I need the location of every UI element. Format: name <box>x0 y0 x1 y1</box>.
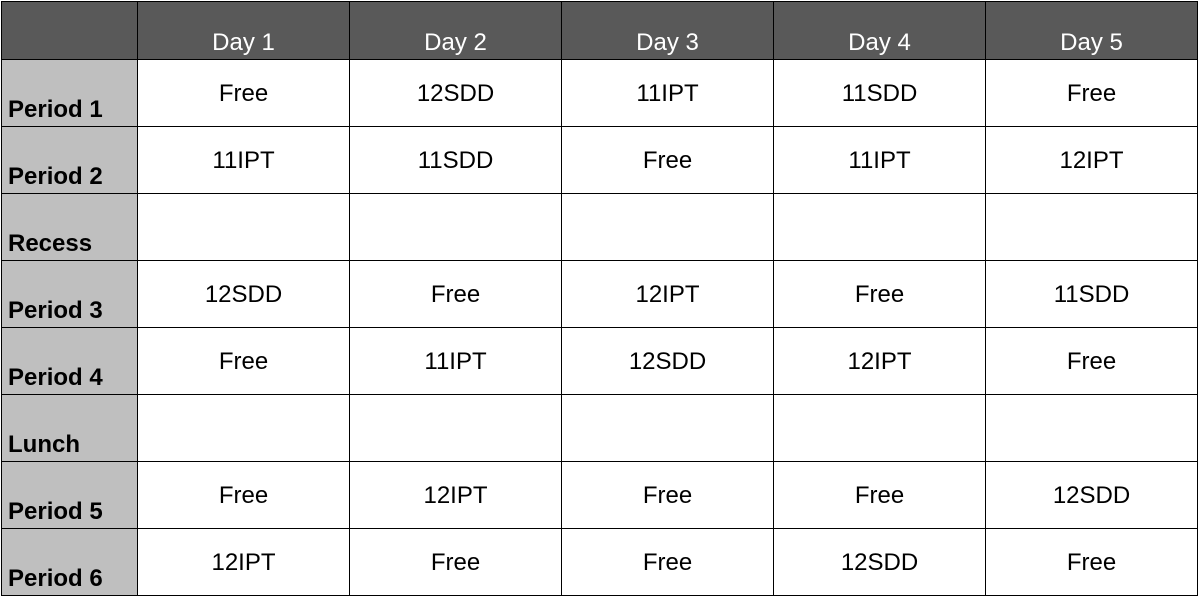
day-header-4: Day 4 <box>773 1 986 60</box>
table-cell <box>561 394 774 462</box>
table-cell: Free <box>137 461 350 529</box>
row-label: Period 2 <box>1 126 138 194</box>
row-label: Period 5 <box>1 461 138 529</box>
table-cell: 11IPT <box>773 126 986 194</box>
table-cell: Free <box>561 461 774 529</box>
table-row: Period 4 Free 11IPT 12SDD 12IPT Free <box>1 327 1198 395</box>
day-header-2: Day 2 <box>349 1 562 60</box>
table-cell: Free <box>349 260 562 328</box>
table-cell <box>985 193 1198 261</box>
table-row: Recess <box>1 193 1198 261</box>
day-header-1: Day 1 <box>137 1 350 60</box>
table-cell: 11IPT <box>561 59 774 127</box>
day-header-5: Day 5 <box>985 1 1198 60</box>
table-cell: 12SDD <box>561 327 774 395</box>
table-cell: Free <box>985 528 1198 596</box>
table-cell: 12IPT <box>561 260 774 328</box>
timetable-body: Period 1 Free 12SDD 11IPT 11SDD Free Per… <box>1 59 1198 596</box>
table-cell: 12IPT <box>773 327 986 395</box>
timetable-header: Day 1 Day 2 Day 3 Day 4 Day 5 <box>1 1 1198 60</box>
table-cell <box>561 193 774 261</box>
table-cell: 11IPT <box>137 126 350 194</box>
table-cell: Free <box>349 528 562 596</box>
table-cell <box>349 394 562 462</box>
table-cell: Free <box>137 327 350 395</box>
table-cell <box>349 193 562 261</box>
table-cell: Free <box>561 528 774 596</box>
row-label: Period 1 <box>1 59 138 127</box>
table-row: Period 1 Free 12SDD 11IPT 11SDD Free <box>1 59 1198 127</box>
table-cell: 12SDD <box>773 528 986 596</box>
table-row: Period 2 11IPT 11SDD Free 11IPT 12IPT <box>1 126 1198 194</box>
table-cell <box>773 193 986 261</box>
table-cell: Free <box>773 461 986 529</box>
row-label: Recess <box>1 193 138 261</box>
table-cell <box>137 394 350 462</box>
table-cell: 12IPT <box>985 126 1198 194</box>
table-cell: 11IPT <box>349 327 562 395</box>
corner-cell <box>1 1 138 60</box>
table-cell: 11SDD <box>985 260 1198 328</box>
table-cell: 12IPT <box>137 528 350 596</box>
row-label: Period 3 <box>1 260 138 328</box>
table-cell: Free <box>985 327 1198 395</box>
table-row: Period 3 12SDD Free 12IPT Free 11SDD <box>1 260 1198 328</box>
table-cell: Free <box>561 126 774 194</box>
table-row: Lunch <box>1 394 1198 462</box>
table-cell: 12SDD <box>985 461 1198 529</box>
table-cell <box>773 394 986 462</box>
header-row: Day 1 Day 2 Day 3 Day 4 Day 5 <box>1 1 1198 60</box>
row-label: Period 4 <box>1 327 138 395</box>
table-cell: 12IPT <box>349 461 562 529</box>
table-cell: Free <box>773 260 986 328</box>
day-header-3: Day 3 <box>561 1 774 60</box>
row-label: Lunch <box>1 394 138 462</box>
row-label: Period 6 <box>1 528 138 596</box>
table-cell: Free <box>985 59 1198 127</box>
table-cell <box>137 193 350 261</box>
table-cell: 12SDD <box>137 260 350 328</box>
table-row: Period 5 Free 12IPT Free Free 12SDD <box>1 461 1198 529</box>
table-cell: Free <box>137 59 350 127</box>
table-cell <box>985 394 1198 462</box>
table-cell: 11SDD <box>349 126 562 194</box>
table-cell: 11SDD <box>773 59 986 127</box>
table-cell: 12SDD <box>349 59 562 127</box>
table-row: Period 6 12IPT Free Free 12SDD Free <box>1 528 1198 596</box>
